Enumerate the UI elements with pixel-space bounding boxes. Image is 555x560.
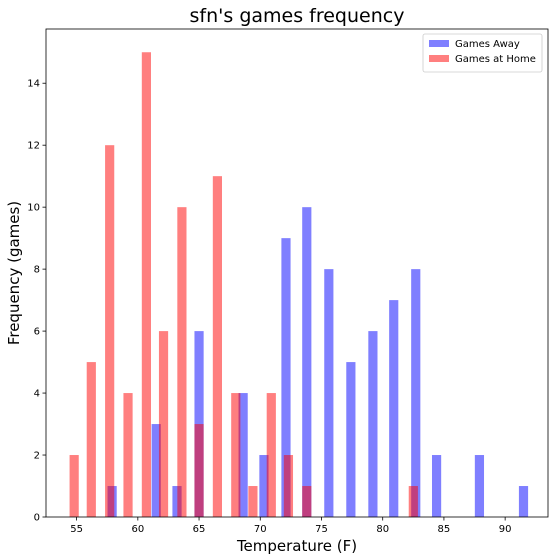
bar — [302, 486, 312, 517]
bar — [238, 393, 248, 517]
plot-frame — [45, 28, 549, 518]
bar — [231, 393, 241, 517]
legend-box — [422, 33, 543, 73]
series-away — [107, 207, 529, 517]
series-home — [69, 52, 418, 518]
y-tick-label: 0 — [34, 513, 40, 524]
y-tick-label: 14 — [27, 79, 40, 90]
x-tick-label: 70 — [254, 524, 267, 535]
bar — [248, 486, 258, 517]
bar — [518, 486, 529, 517]
bar — [105, 145, 115, 517]
bar — [141, 52, 151, 518]
y-tick-label: 8 — [34, 265, 40, 276]
bar — [266, 393, 276, 517]
plot-area: 55 60 65 70 75 80 85 90 0 2 4 6 8 10 12 14 — [27, 28, 549, 535]
bar — [194, 424, 204, 517]
bar — [158, 331, 169, 517]
y-tick-label: 2 — [34, 451, 40, 462]
bar — [123, 393, 133, 517]
bar — [302, 207, 312, 517]
bar — [212, 176, 222, 518]
bar — [86, 362, 96, 517]
bar — [151, 424, 161, 517]
y-tick-label: 10 — [27, 203, 40, 214]
x-axis-label: Temperature (F) — [236, 537, 357, 555]
bar — [408, 486, 418, 517]
legend-label: Games Away — [455, 39, 520, 50]
bar — [324, 269, 334, 517]
chart-title: sfn's games frequency — [190, 5, 405, 27]
x-tick-label: 65 — [193, 524, 206, 535]
bar — [368, 331, 378, 517]
bar — [172, 486, 182, 517]
bar — [259, 455, 269, 517]
legend-swatch — [429, 55, 449, 62]
bar — [431, 455, 442, 517]
bar — [346, 362, 356, 517]
bar — [281, 238, 291, 517]
bar — [474, 455, 485, 517]
x-tick-label: 60 — [131, 524, 144, 535]
x-tick-label: 55 — [70, 524, 83, 535]
legend-swatch — [429, 40, 449, 47]
bar — [177, 207, 187, 517]
x-tick-label: 75 — [315, 524, 328, 535]
y-tick-label: 4 — [34, 389, 40, 400]
x-tick-label: 85 — [438, 524, 451, 535]
bar — [411, 269, 421, 517]
y-axis-label: Frequency (games) — [5, 201, 23, 345]
bar — [389, 300, 399, 517]
x-tick-label: 90 — [499, 524, 512, 535]
bar — [69, 455, 79, 517]
y-tick-label: 6 — [34, 327, 40, 338]
y-tick-label: 12 — [27, 141, 40, 152]
bar — [283, 455, 294, 517]
legend-label: Games at Home — [455, 54, 536, 65]
legend: Games Away Games at Home — [422, 33, 543, 73]
x-tick-label: 80 — [376, 524, 389, 535]
